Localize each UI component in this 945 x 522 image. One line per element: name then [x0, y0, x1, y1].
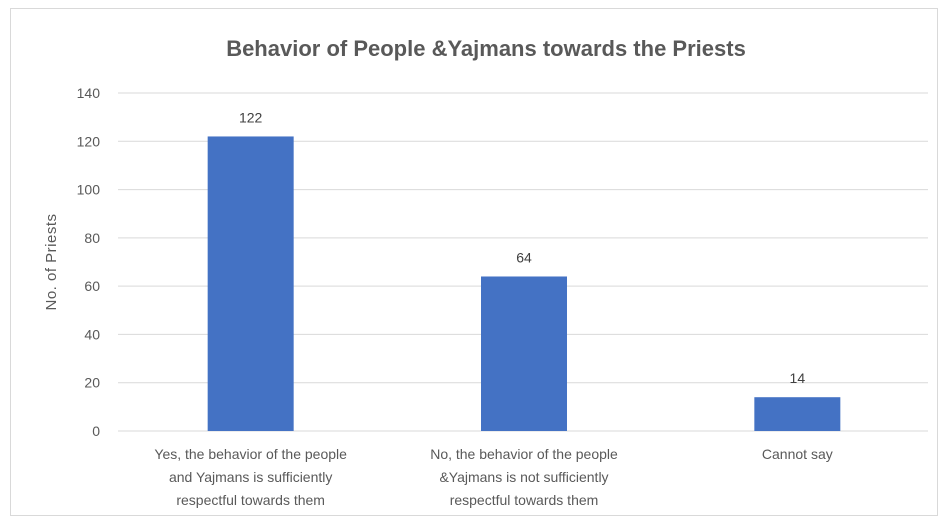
bar [207, 136, 294, 431]
x-category-label-line: and Yajmans is sufficiently [169, 469, 332, 485]
y-axis-label: No. of Priests [43, 213, 60, 310]
bar [754, 397, 841, 431]
y-tick-label: 80 [84, 230, 100, 246]
x-category-label-line: Yes, the behavior of the people [154, 446, 347, 462]
y-tick-label: 20 [84, 375, 100, 391]
x-category-label-line: respectful towards them [450, 492, 599, 508]
data-labels: 122 64 14 [239, 109, 805, 386]
y-tick-label: 120 [77, 133, 101, 149]
data-label: 14 [790, 370, 806, 386]
x-axis-categories: Yes, the behavior of the people and Yajma… [154, 446, 832, 508]
x-category-label: Cannot say [762, 446, 833, 462]
x-category-label: Yes, the behavior of the people and Yajma… [154, 446, 347, 508]
y-axis-ticks: 0 20 40 60 80 100 120 140 [77, 85, 101, 439]
y-tick-label: 60 [84, 278, 100, 294]
data-label: 64 [516, 249, 532, 265]
y-tick-label: 0 [92, 423, 100, 439]
y-tick-label: 100 [77, 182, 101, 198]
y-tick-label: 140 [77, 85, 101, 101]
bar [481, 276, 567, 431]
x-category-label-line: respectful towards them [176, 492, 325, 508]
chart-title: Behavior of People &Yajmans towards the … [226, 36, 746, 61]
y-tick-label: 40 [84, 326, 100, 342]
x-category-label: No, the behavior of the people &Yajmans i… [430, 446, 618, 508]
x-category-label-line: No, the behavior of the people [430, 446, 618, 462]
x-category-label-line: &Yajmans is not sufficiently [439, 469, 608, 485]
bars [207, 136, 841, 431]
data-label: 122 [239, 109, 263, 125]
x-category-label-line: Cannot say [762, 446, 833, 462]
